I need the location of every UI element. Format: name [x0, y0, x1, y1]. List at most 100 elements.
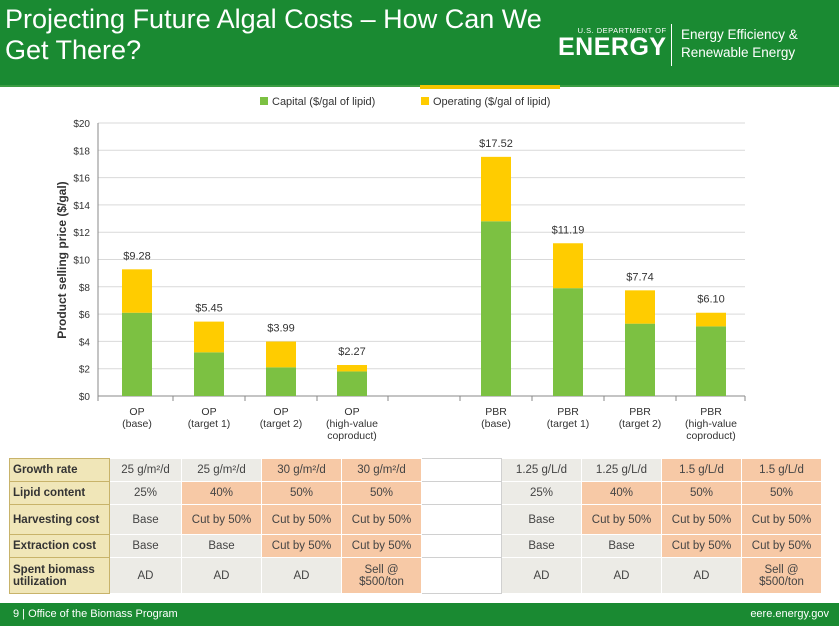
footer-right: eere.energy.gov	[750, 608, 829, 620]
header-rule	[0, 85, 839, 87]
table-cell: AD	[661, 557, 742, 594]
table-cell: Base	[581, 534, 662, 558]
y-tick-label: $8	[79, 283, 91, 294]
table-row: Harvesting cost Base Cut by 50% Cut by 50% C…	[9, 504, 822, 535]
table-row: Lipid content 25% 40% 50% 50% 25% 40% 50% 50%	[9, 481, 822, 505]
total-label: $7.74	[626, 271, 654, 283]
y-tick-label: $12	[73, 228, 90, 239]
row-label: Extraction cost	[9, 534, 110, 558]
table-cell: Cut by 50%	[661, 534, 742, 558]
bar-operating	[481, 156, 511, 222]
category-label: OP	[273, 406, 288, 418]
table-cell: 40%	[181, 481, 262, 505]
table-cell: 25%	[109, 481, 182, 505]
y-tick-label: $4	[79, 337, 91, 348]
legend-swatch-operating	[421, 97, 429, 105]
eere-line-2: Renewable Energy	[681, 45, 796, 60]
bar-operating	[194, 321, 224, 353]
stacked-bar-chart: $0 $2 $4 $6 $8 $10 $12 $14 $16 $18 $20 Product sell…	[55, 96, 746, 442]
total-label: $11.19	[552, 224, 585, 236]
table-cell: 30 g/m²/d	[341, 458, 422, 482]
table-cell: 40%	[581, 481, 662, 505]
category-label: (target 2)	[260, 418, 303, 430]
row-label: Lipid content	[9, 481, 110, 505]
eere-line-1: Energy Efficiency &	[681, 27, 798, 42]
category-label: (target 2)	[619, 418, 662, 430]
bar-operating	[122, 269, 152, 313]
category-label: (target 1)	[188, 418, 231, 430]
table-spacer	[421, 504, 502, 535]
bar-capital	[194, 352, 224, 396]
table-cell: Cut by 50%	[261, 534, 342, 558]
y-tick-label: $0	[79, 392, 91, 403]
row-label: Growth rate	[9, 458, 110, 482]
total-label: $6.10	[697, 294, 725, 306]
bar-operating	[337, 365, 367, 372]
y-tick-label: $6	[79, 310, 91, 321]
total-label: $17.52	[479, 138, 513, 150]
total-label: $9.28	[123, 250, 151, 262]
row-label: Harvesting cost	[9, 504, 110, 535]
category-label: OP	[129, 406, 144, 418]
category-label: PBR	[629, 406, 651, 418]
total-label: $5.45	[195, 303, 223, 315]
total-label: $2.27	[338, 346, 366, 358]
y-tick-label: $16	[73, 174, 90, 185]
table-cell: 1.5 g/L/d	[741, 458, 822, 482]
doe-logo-big: ENERGY	[558, 33, 667, 61]
bar-capital	[696, 326, 726, 396]
table-spacer	[421, 534, 502, 558]
table-cell: 1.5 g/L/d	[661, 458, 742, 482]
table-cell: 50%	[741, 481, 822, 505]
table-cell: Sell @ $500/ton	[341, 557, 422, 594]
table-cell: AD	[181, 557, 262, 594]
category-label: coproduct)	[686, 430, 736, 442]
category-label: (target 1)	[547, 418, 590, 430]
y-tick-label: $18	[73, 146, 90, 157]
category-label: (base)	[481, 418, 511, 430]
slide-title: Projecting Future Algal Costs – How Can …	[5, 4, 542, 65]
table-cell: 25 g/m²/d	[181, 458, 262, 482]
table-cell: Sell @ $500/ton	[741, 557, 822, 594]
table-cell: 50%	[341, 481, 422, 505]
table-cell: 1.25 g/L/d	[581, 458, 662, 482]
footer-left: 9 | Office of the Biomass Program	[13, 608, 178, 620]
category-label: PBR	[700, 406, 722, 418]
slide-footer: 9 | Office of the Biomass Program eere.e…	[0, 603, 839, 626]
category-label: coproduct)	[327, 430, 377, 442]
legend-label-operating: Operating ($/gal of lipid)	[433, 96, 550, 108]
category-label: (base)	[122, 418, 152, 430]
legend-swatch-capital	[260, 97, 268, 105]
table-cell: 1.25 g/L/d	[501, 458, 582, 482]
table-cell: Cut by 50%	[741, 534, 822, 558]
bar-operating	[625, 290, 655, 324]
slide-header: Projecting Future Algal Costs – How Can …	[0, 0, 839, 85]
table-spacer	[421, 557, 502, 594]
table-cell: 50%	[261, 481, 342, 505]
category-label: PBR	[557, 406, 579, 418]
assumptions-table: Growth rate 25 g/m²/d 25 g/m²/d 30 g/m²/d 30…	[9, 458, 822, 594]
doe-logo-small: U.S. DEPARTMENT OF	[577, 26, 667, 35]
category-label: OP	[201, 406, 216, 418]
table-spacer	[421, 481, 502, 505]
total-label: $3.99	[267, 323, 295, 335]
table-cell: Cut by 50%	[661, 504, 742, 535]
table-row: Extraction cost Base Base Cut by 50% Cut by …	[9, 534, 822, 558]
table-cell: Base	[501, 504, 582, 535]
table-cell: 25 g/m²/d	[109, 458, 182, 482]
y-axis-title: Product selling price ($/gal)	[55, 181, 69, 338]
table-cell: Base	[501, 534, 582, 558]
table-cell: Cut by 50%	[341, 504, 422, 535]
table-cell: Base	[109, 534, 182, 558]
table-cell: Cut by 50%	[341, 534, 422, 558]
bar-capital	[266, 367, 296, 396]
table-cell: 25%	[501, 481, 582, 505]
bar-capital	[553, 288, 583, 396]
bar-capital	[337, 371, 367, 396]
table-cell: AD	[109, 557, 182, 594]
table-spacer	[421, 458, 502, 482]
bar-operating	[553, 243, 583, 289]
category-label: PBR	[485, 406, 507, 418]
category-label: (high-value	[685, 418, 737, 430]
bar-capital	[625, 323, 655, 396]
